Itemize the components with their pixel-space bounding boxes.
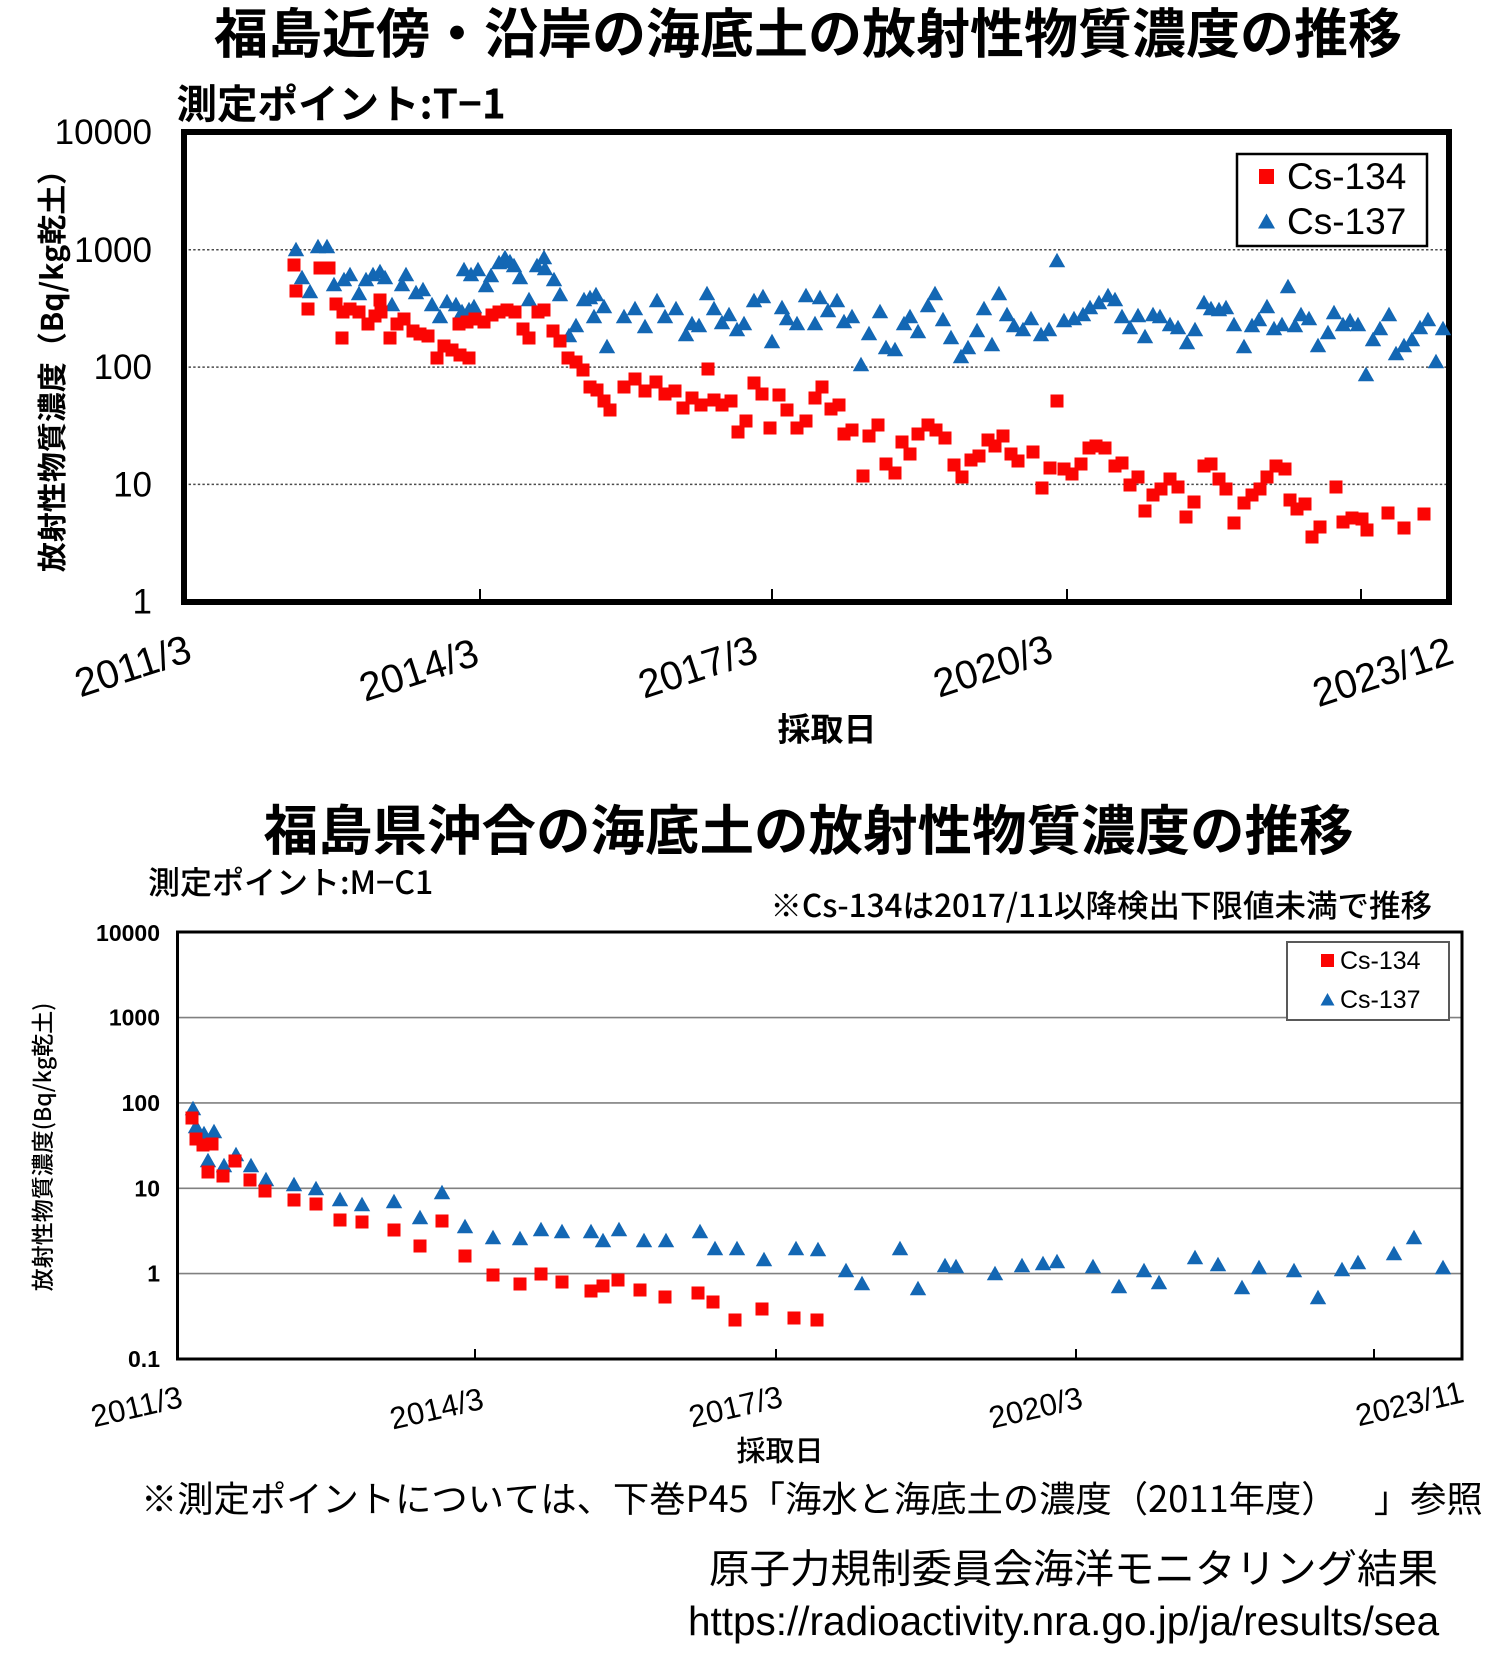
svg-text:2020/3: 2020/3: [928, 627, 1058, 707]
svg-text:0.1: 0.1: [128, 1346, 160, 1372]
svg-text:10: 10: [134, 1175, 160, 1201]
svg-text:Cs-137: Cs-137: [1340, 986, 1421, 1014]
svg-text:2017/3: 2017/3: [686, 1379, 786, 1434]
svg-text:2020/3: 2020/3: [986, 1380, 1086, 1435]
svg-text:1000: 1000: [109, 1005, 160, 1031]
svg-text:1: 1: [133, 583, 152, 622]
svg-text:2014/3: 2014/3: [354, 631, 484, 711]
svg-text:2014/3: 2014/3: [387, 1381, 487, 1436]
svg-text:10: 10: [113, 465, 152, 504]
svg-text:10000: 10000: [96, 920, 160, 946]
svg-text:Cs-134: Cs-134: [1340, 947, 1421, 975]
svg-text:https://radioactivity.nra.go.j: https://radioactivity.nra.go.jp/ja/resul…: [688, 1598, 1440, 1644]
svg-text:Cs-137: Cs-137: [1287, 201, 1406, 242]
svg-text:2011/3: 2011/3: [69, 627, 196, 706]
svg-text:2017/3: 2017/3: [633, 628, 763, 708]
svg-text:2011/3: 2011/3: [88, 1379, 186, 1434]
svg-text:2023/11: 2023/11: [1352, 1374, 1467, 1433]
svg-text:100: 100: [122, 1090, 160, 1116]
svg-text:1000: 1000: [74, 231, 152, 270]
svg-text:100: 100: [94, 348, 152, 387]
svg-text:1: 1: [147, 1261, 160, 1287]
svg-text:10000: 10000: [55, 113, 152, 152]
svg-text:2023/12: 2023/12: [1307, 629, 1458, 716]
svg-text:Cs-134: Cs-134: [1287, 156, 1406, 197]
